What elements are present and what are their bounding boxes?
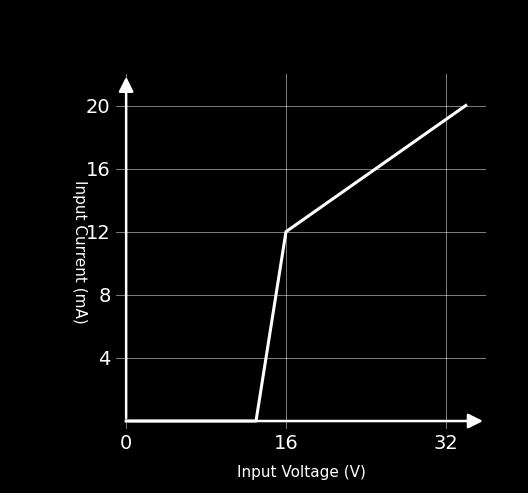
X-axis label: Input Voltage (V): Input Voltage (V)	[237, 464, 365, 480]
Y-axis label: Input Current (mA): Input Current (mA)	[72, 179, 87, 323]
